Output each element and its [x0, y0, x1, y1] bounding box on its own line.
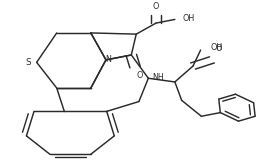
Text: S: S [25, 58, 31, 67]
Text: N: N [105, 55, 111, 64]
Text: OH: OH [182, 14, 195, 23]
Text: O: O [215, 43, 222, 52]
Text: OH: OH [210, 43, 222, 52]
Text: O: O [153, 2, 159, 11]
Text: NH: NH [152, 73, 164, 82]
Text: O: O [137, 71, 143, 80]
